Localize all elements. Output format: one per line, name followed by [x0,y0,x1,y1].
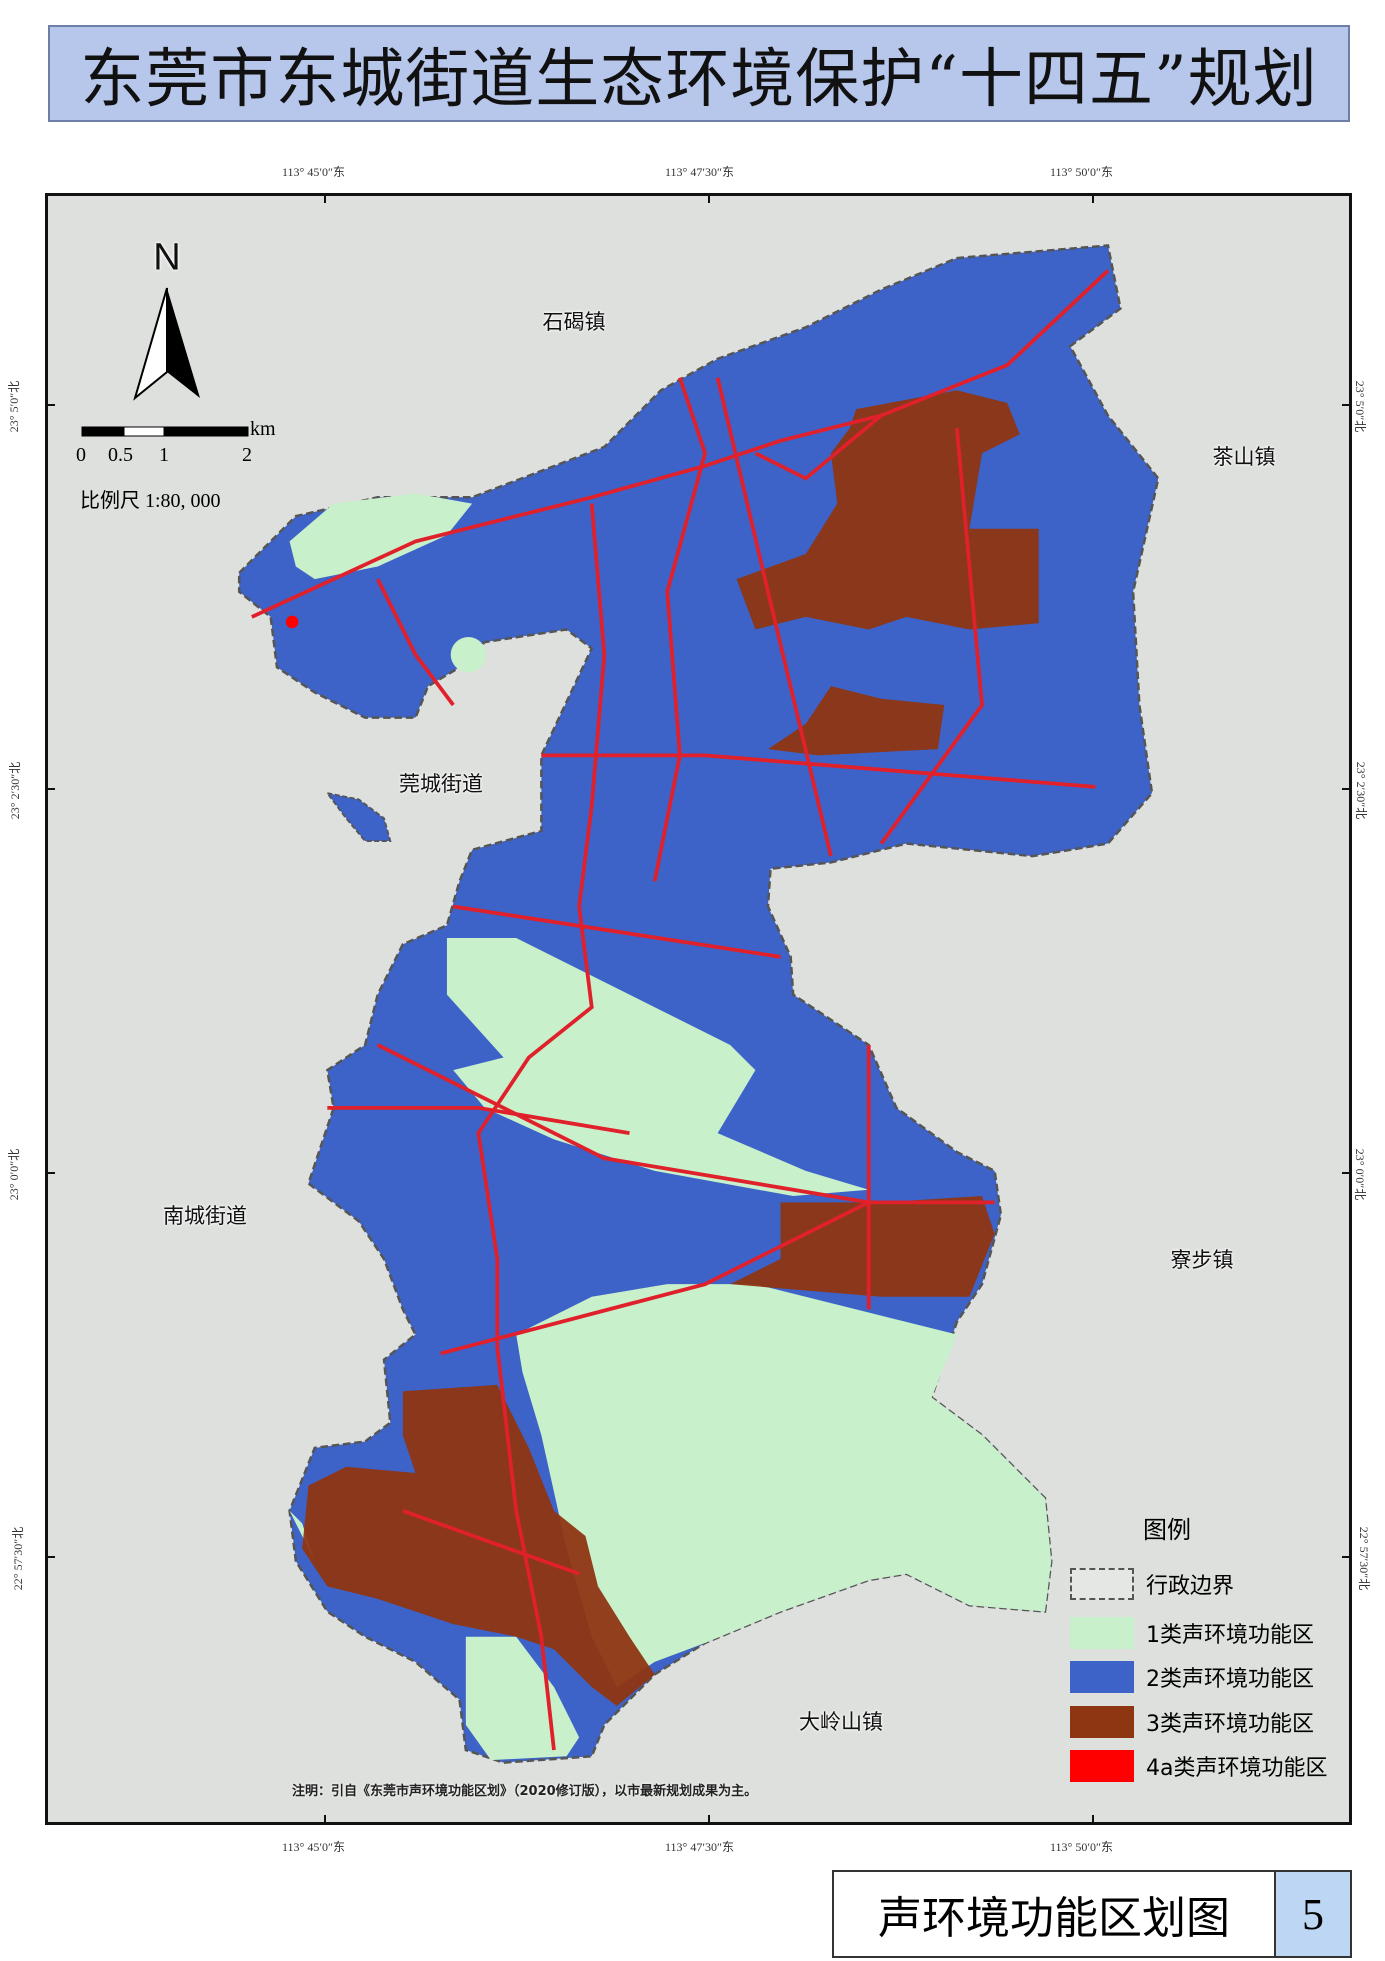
place-dalingshan: 大岭山镇 [799,1710,883,1734]
place-liaobu: 寮步镇 [1170,1248,1234,1272]
legend-label: 行政边界 [1146,1574,1235,1599]
map-name-box: 声环境功能区划图 5 [832,1870,1352,1958]
coord-bottom-3: 113° 50′0″东 [1050,1840,1113,1854]
coord-bottom-2: 113° 47′30″东 [665,1840,734,1854]
legend-item-zone-3: 3类声环境功能区 [1070,1706,1314,1738]
legend-label: 4a类声环境功能区 [1146,1756,1328,1781]
coord-top-1: 113° 45′0″东 [282,165,345,179]
scale-unit: km [250,418,276,440]
coord-top-2: 113° 47′30″东 [665,165,734,179]
scale-label-2: 2 [242,444,252,466]
zone-2-islet [325,791,392,842]
north-label: N [153,236,181,279]
zone-3-areas [302,390,1039,1706]
legend-item-boundary: 行政边界 [1070,1568,1234,1600]
legend-swatch [1070,1750,1134,1782]
zone-4a-roads [251,269,1110,1751]
map-name: 声环境功能区划图 [878,1893,1230,1944]
place-shijie: 石碣镇 [542,310,606,334]
scale-label-0: 0 [76,444,86,466]
coord-top-3: 113° 50′0″东 [1050,165,1113,179]
legend-item-zone-4a: 4a类声环境功能区 [1070,1750,1327,1782]
legend-label: 1类声环境功能区 [1146,1623,1314,1648]
scale-label-05: 0.5 [108,444,133,466]
legend-swatch [1070,1617,1134,1649]
legend-item-zone-2: 2类声环境功能区 [1070,1661,1314,1693]
figure-number: 5 [1274,1872,1350,1956]
coord-bottom-1: 113° 45′0″东 [282,1840,345,1854]
north-arrow-icon [133,287,200,401]
place-chashan: 茶山镇 [1212,445,1276,469]
legend-item-zone-1: 1类声环境功能区 [1070,1617,1314,1649]
place-guancheng: 莞城街道 [399,772,483,796]
legend-swatch [1070,1706,1134,1738]
legend-label: 3类声环境功能区 [1146,1712,1314,1737]
legend-label: 2类声环境功能区 [1146,1667,1314,1692]
scale-ratio: 比例尺 1:80, 000 [80,490,221,512]
place-nancheng: 南城街道 [163,1204,247,1228]
legend-title: 图例 [1143,1516,1191,1544]
scale-label-1: 1 [159,444,169,466]
legend-swatch [1070,1568,1134,1600]
legend-swatch [1070,1661,1134,1693]
scale-bar [81,426,249,437]
page-title: 东莞市东城街道生态环境保护“十四五”规划 [48,25,1350,122]
source-note: 注明：引自《东莞市声环境功能区划》（2020修订版），以市最新规划成果为主。 [292,1784,758,1799]
